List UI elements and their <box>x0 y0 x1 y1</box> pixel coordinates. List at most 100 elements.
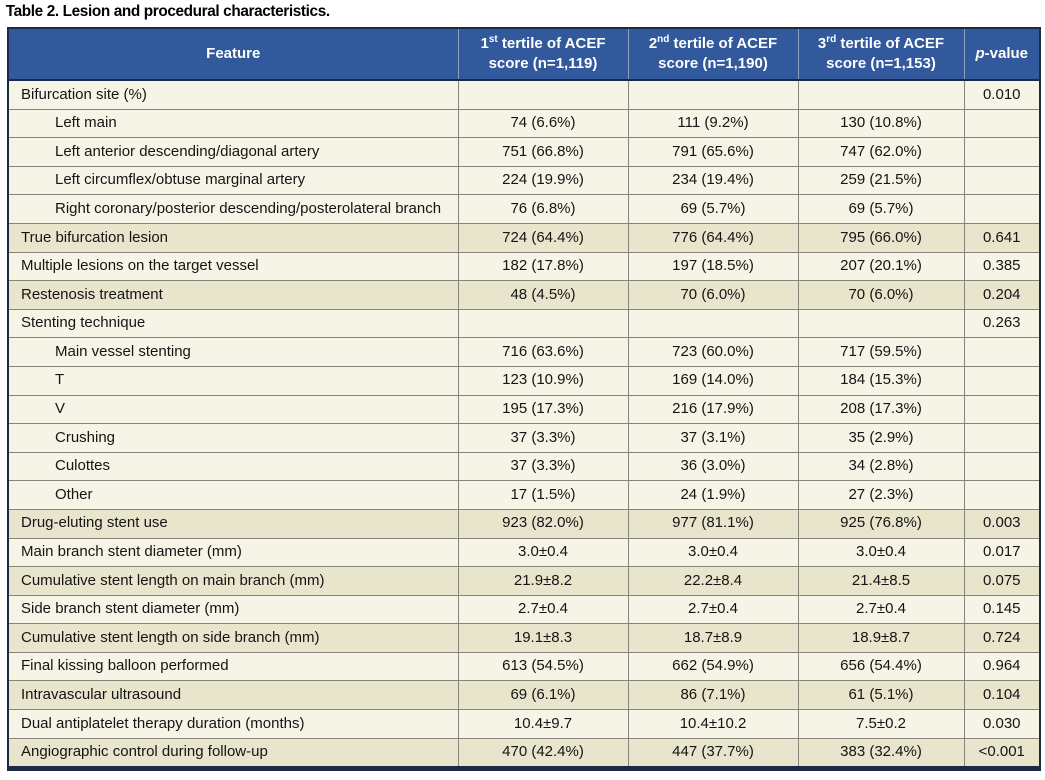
tertile3-value-cell: 7.5±0.2 <box>797 709 965 739</box>
pvalue-cell: 0.145 <box>963 594 1041 625</box>
feature-cell: Bifurcation site (%) <box>7 79 459 110</box>
pvalue-cell: 0.075 <box>963 566 1041 596</box>
tertile1-value-cell: 724 (64.4%) <box>457 222 629 253</box>
tertile-ordinal: 3 <box>817 34 827 52</box>
feature-cell: Main vessel stenting <box>7 337 459 367</box>
feature-cell: True bifurcation lesion <box>7 222 459 253</box>
tertile3-value-cell: 184 (15.3%) <box>797 365 965 396</box>
pvalue-cell: <0.001 <box>963 737 1041 770</box>
feature-cell: Left anterior descending/diagonal artery <box>7 137 459 167</box>
tertile3-value-cell <box>797 308 965 339</box>
tertile3-value-cell: 18.9±8.7 <box>797 623 965 653</box>
table-row: Bifurcation site (%) 0.010 <box>7 79 1041 110</box>
feature-cell: Left circumflex/obtuse marginal artery <box>7 165 459 196</box>
tertile3-value-cell: 34 (2.8%) <box>797 451 965 482</box>
table-row: Right coronary/posterior descending/post… <box>7 194 1041 224</box>
pvalue-cell: 0.964 <box>963 651 1041 682</box>
table-row: True bifurcation lesion 724 (64.4%) 776 … <box>7 222 1041 253</box>
pvalue-cell: 0.204 <box>963 280 1041 310</box>
table-row: Angiographic control during follow-up 47… <box>7 737 1041 770</box>
tertile1-value-cell: 224 (19.9%) <box>457 165 629 196</box>
table-title: Table 2. Lesion and procedural character… <box>5 3 330 20</box>
tertile1-value-cell: 69 (6.1%) <box>457 680 629 711</box>
tertile1-value-cell: 923 (82.0%) <box>457 508 629 539</box>
tertile-ordinal: 2 <box>648 34 658 52</box>
tertile1-value-cell: 2.7±0.4 <box>457 594 629 625</box>
tertile-line2: score (n=1,119) <box>488 55 598 72</box>
table-row: Multiple lesions on the target vessel 18… <box>7 251 1041 282</box>
table-row: V 195 (17.3%) 216 (17.9%) 208 (17.3%) <box>7 394 1041 425</box>
header-row: Feature 1st tertile of ACEF score (n=1,11… <box>8 28 1040 81</box>
tertile3-value-cell: 259 (21.5%) <box>797 165 965 196</box>
tertile2-value-cell: 2.7±0.4 <box>627 594 799 625</box>
pvalue-header-rest: -value <box>984 44 1029 62</box>
tertile-line2: score (n=1,190) <box>658 55 768 72</box>
tertile3-value-cell: 656 (54.4%) <box>797 651 965 682</box>
tertile2-value-cell <box>627 308 799 339</box>
feature-cell: Other <box>7 480 459 510</box>
table-row: Left circumflex/obtuse marginal artery 2… <box>7 165 1041 196</box>
table-row: Restenosis treatment 48 (4.5%) 70 (6.0%)… <box>7 280 1041 310</box>
tertile1-value-cell: 37 (3.3%) <box>457 451 629 482</box>
tertile1-value-cell: 613 (54.5%) <box>457 651 629 682</box>
pvalue-cell: 0.030 <box>963 709 1041 739</box>
col-header-tertile-3: 3rd tertile of ACEF score (n=1,153) <box>798 28 965 81</box>
tertile2-value-cell: 22.2±8.4 <box>627 566 799 596</box>
table-row: Left main 74 (6.6%) 111 (9.2%) 130 (10.8… <box>7 108 1041 139</box>
pvalue-cell: 0.003 <box>963 508 1041 539</box>
feature-cell: Cumulative stent length on main branch (… <box>7 566 459 596</box>
tertile2-value-cell: 723 (60.0%) <box>627 337 799 367</box>
table-row: Dual antiplatelet therapy duration (mont… <box>7 709 1041 739</box>
tertile-line2: score (n=1,153) <box>826 55 936 72</box>
pvalue-cell: 0.385 <box>963 251 1041 282</box>
tertile1-value-cell: 751 (66.8%) <box>457 137 629 167</box>
tertile1-value-cell: 74 (6.6%) <box>457 108 629 139</box>
tertile-line1: tertile of ACEF <box>497 34 606 52</box>
tertile3-value-cell: 70 (6.0%) <box>797 280 965 310</box>
tertile2-value-cell: 70 (6.0%) <box>627 280 799 310</box>
feature-cell: Main branch stent diameter (mm) <box>7 537 459 568</box>
tertile2-value-cell: 3.0±0.4 <box>627 537 799 568</box>
tertile-ordinal-suffix: nd <box>657 33 670 45</box>
pvalue-cell: 0.641 <box>963 222 1041 253</box>
feature-cell: Intravascular ultrasound <box>7 680 459 711</box>
tertile1-value-cell: 123 (10.9%) <box>457 365 629 396</box>
pvalue-cell: 0.724 <box>963 623 1041 653</box>
tertile2-value-cell: 197 (18.5%) <box>627 251 799 282</box>
tertile3-value-cell: 69 (5.7%) <box>797 194 965 224</box>
tertile2-value-cell: 69 (5.7%) <box>627 194 799 224</box>
col-header-pvalue: p-value <box>964 28 1040 81</box>
tertile1-value-cell: 195 (17.3%) <box>457 394 629 425</box>
pvalue-cell <box>963 480 1041 510</box>
tertile3-value-cell: 383 (32.4%) <box>797 737 965 770</box>
tertile2-value-cell: 447 (37.7%) <box>627 737 799 770</box>
feature-cell: Side branch stent diameter (mm) <box>7 594 459 625</box>
table-row: T 123 (10.9%) 169 (14.0%) 184 (15.3%) <box>7 365 1041 396</box>
table-row: Final kissing balloon performed 613 (54.… <box>7 651 1041 682</box>
tertile2-value-cell: 662 (54.9%) <box>627 651 799 682</box>
feature-cell: Crushing <box>7 423 459 453</box>
tertile1-value-cell: 470 (42.4%) <box>457 737 629 770</box>
lesion-characteristics-table: Feature 1st tertile of ACEF score (n=1,11… <box>7 27 1041 772</box>
tertile2-value-cell: 169 (14.0%) <box>627 365 799 396</box>
tertile3-value-cell: 795 (66.0%) <box>797 222 965 253</box>
tertile1-value-cell: 76 (6.8%) <box>457 194 629 224</box>
tertile2-value-cell: 86 (7.1%) <box>627 680 799 711</box>
tertile1-value-cell: 17 (1.5%) <box>457 480 629 510</box>
tertile1-value-cell <box>457 79 629 110</box>
pvalue-cell <box>963 394 1041 425</box>
tertile2-value-cell: 776 (64.4%) <box>627 222 799 253</box>
tertile2-value-cell: 36 (3.0%) <box>627 451 799 482</box>
table-row: Left anterior descending/diagonal artery… <box>7 137 1041 167</box>
tertile1-value-cell: 10.4±9.7 <box>457 709 629 739</box>
tertile2-value-cell <box>627 79 799 110</box>
feature-cell: Stenting technique <box>7 308 459 339</box>
feature-cell: Multiple lesions on the target vessel <box>7 251 459 282</box>
tertile3-value-cell: 207 (20.1%) <box>797 251 965 282</box>
tertile3-value-cell: 208 (17.3%) <box>797 394 965 425</box>
tertile2-value-cell: 18.7±8.9 <box>627 623 799 653</box>
tertile-line1: tertile of ACEF <box>836 34 945 52</box>
pvalue-cell <box>963 194 1041 224</box>
tertile1-value-cell: 21.9±8.2 <box>457 566 629 596</box>
feature-cell: Drug-eluting stent use <box>7 508 459 539</box>
